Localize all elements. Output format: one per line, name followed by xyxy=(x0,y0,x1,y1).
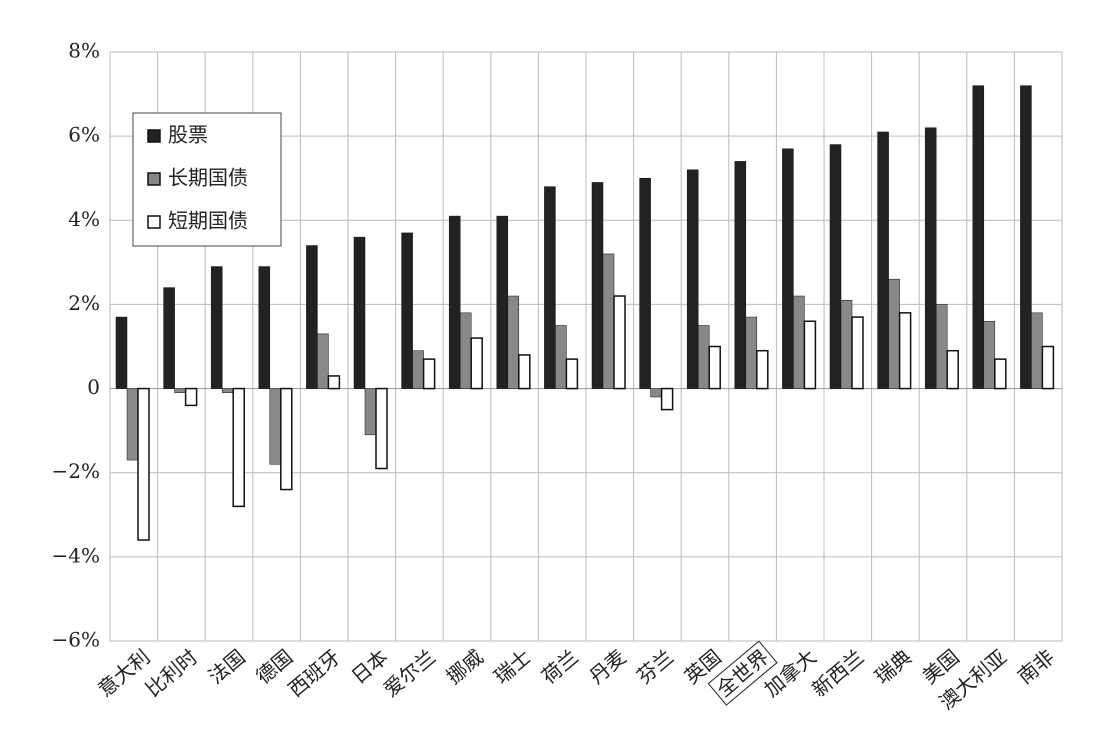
bar xyxy=(660,387,674,411)
bar xyxy=(686,169,699,389)
bar xyxy=(210,266,223,389)
bar xyxy=(734,161,747,389)
bar xyxy=(137,387,150,541)
highlight-box xyxy=(707,640,778,706)
bar xyxy=(851,316,864,390)
legend-label: 长期国债 xyxy=(168,166,248,190)
x-tick-label: 比利时 xyxy=(141,645,202,702)
bar xyxy=(280,387,293,491)
bar xyxy=(364,388,377,436)
bar xyxy=(898,312,912,390)
bar xyxy=(507,295,520,389)
bar xyxy=(602,253,615,389)
bar xyxy=(935,304,948,389)
bar xyxy=(163,287,175,389)
bar xyxy=(840,299,853,389)
bar xyxy=(972,85,985,389)
bar xyxy=(232,387,245,508)
bar xyxy=(1020,85,1032,389)
x-tick-label: 意大利 xyxy=(93,645,154,702)
bar xyxy=(174,388,186,394)
bar xyxy=(448,215,461,389)
y-tick-label: 8% xyxy=(68,39,100,63)
bar xyxy=(565,358,579,390)
bar xyxy=(327,375,341,390)
bar xyxy=(317,333,329,389)
y-tick-label: −6% xyxy=(52,628,101,652)
bar xyxy=(793,295,805,389)
bar xyxy=(544,186,556,389)
bar xyxy=(518,354,531,390)
y-tick-label: 4% xyxy=(68,207,100,231)
bar xyxy=(401,232,413,389)
x-tick-label: 西班牙 xyxy=(284,645,345,702)
bar xyxy=(946,349,959,390)
bar xyxy=(115,316,128,389)
bar xyxy=(983,321,996,389)
bar xyxy=(375,387,388,470)
bar xyxy=(184,387,198,407)
bar xyxy=(306,245,318,389)
bar xyxy=(1041,345,1055,390)
bar xyxy=(126,388,139,461)
legend-label: 短期国债 xyxy=(168,209,248,233)
bar xyxy=(221,388,234,394)
y-tick-label: −4% xyxy=(52,543,101,567)
x-tick-label: 荷兰 xyxy=(537,645,583,689)
bar xyxy=(829,144,842,389)
bar xyxy=(782,148,794,389)
bar xyxy=(697,325,710,389)
bar xyxy=(639,177,651,389)
bar xyxy=(422,358,436,390)
x-tick-label: 法国 xyxy=(204,645,250,689)
bar xyxy=(591,182,604,389)
bar xyxy=(994,358,1007,390)
y-tick-label: 0 xyxy=(87,375,100,399)
bar xyxy=(496,215,509,389)
y-tick-label: −2% xyxy=(52,459,101,483)
bar xyxy=(555,325,567,389)
legend-swatch xyxy=(147,215,161,229)
bar xyxy=(412,350,424,389)
bar xyxy=(353,236,366,389)
bar xyxy=(708,345,721,390)
bar xyxy=(459,312,472,389)
bar xyxy=(756,349,769,390)
x-tick-label: 芬兰 xyxy=(632,645,678,689)
legend-swatch xyxy=(147,129,161,143)
y-tick-label: 6% xyxy=(68,123,100,147)
bar xyxy=(877,131,889,389)
x-tick-label: 新西兰 xyxy=(807,645,868,702)
x-tick-label: 南非 xyxy=(1013,645,1059,689)
x-tick-label: 爱尔兰 xyxy=(379,645,440,702)
bar xyxy=(924,127,937,389)
bar xyxy=(888,278,900,389)
x-tick-label: 瑞士 xyxy=(489,645,535,689)
bar xyxy=(269,388,282,465)
x-tick-label: 瑞典 xyxy=(870,645,916,689)
legend-swatch xyxy=(147,172,161,186)
bar xyxy=(803,320,817,390)
bar xyxy=(258,266,271,389)
bar xyxy=(1031,312,1043,389)
bar xyxy=(745,316,758,389)
legend-label: 股票 xyxy=(168,123,208,147)
x-tick-label: 丹麦 xyxy=(584,645,630,689)
bar xyxy=(613,295,626,390)
x-tick-label: 挪威 xyxy=(442,645,488,689)
bar xyxy=(650,388,662,398)
y-tick-label: 2% xyxy=(68,291,100,315)
bar xyxy=(470,337,483,390)
